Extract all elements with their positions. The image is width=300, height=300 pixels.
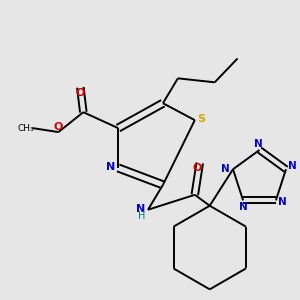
Text: N: N [278, 197, 287, 207]
Text: S: S [197, 114, 206, 124]
Text: CH₃: CH₃ [18, 124, 34, 133]
Text: N: N [136, 204, 146, 214]
Text: N: N [239, 202, 248, 212]
Text: N: N [254, 139, 262, 149]
Text: O: O [193, 163, 202, 173]
Text: N: N [288, 161, 297, 171]
Text: H: H [138, 211, 145, 221]
Text: N: N [221, 164, 230, 174]
Text: N: N [106, 162, 115, 172]
Text: O: O [76, 88, 85, 98]
Text: O: O [53, 122, 62, 132]
